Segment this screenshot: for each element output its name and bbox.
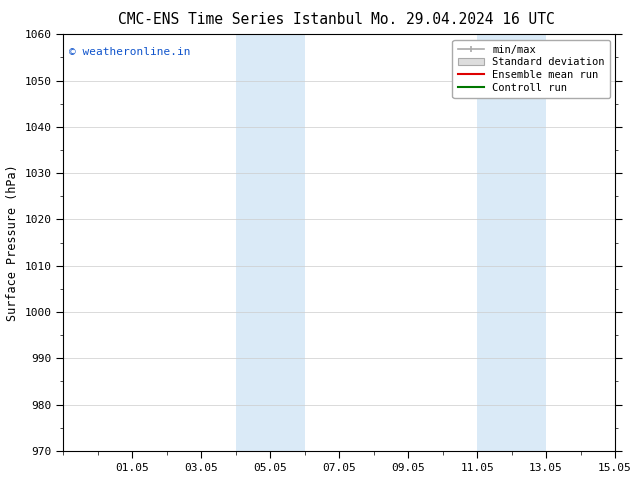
Bar (477, 34, 546, 451)
Text: Mo. 29.04.2024 16 UTC: Mo. 29.04.2024 16 UTC (371, 12, 555, 27)
Bar (236, 34, 305, 451)
Legend: min/max, Standard deviation, Ensemble mean run, Controll run: min/max, Standard deviation, Ensemble me… (453, 40, 610, 98)
Y-axis label: Surface Pressure (hPa): Surface Pressure (hPa) (6, 164, 19, 321)
Text: © weatheronline.in: © weatheronline.in (69, 47, 190, 57)
Text: CMC-ENS Time Series Istanbul: CMC-ENS Time Series Istanbul (119, 12, 363, 27)
